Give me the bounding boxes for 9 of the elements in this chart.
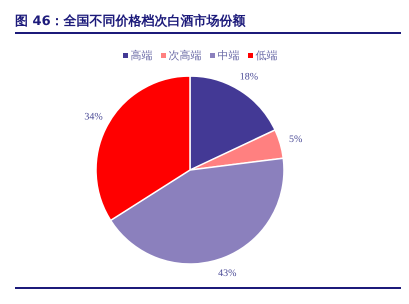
legend-label: 高端 [130,48,152,63]
data-label: 34% [84,112,103,123]
chart-title: 图 46：全国不同价格档次白酒市场份额 [14,12,247,31]
data-label: 18% [240,72,258,83]
data-label: 5% [288,134,302,145]
legend-label: 次高端 [168,48,202,63]
legend-label: 低端 [256,48,278,63]
legend-label: 中端 [218,48,240,63]
data-label: 43% [218,268,236,279]
